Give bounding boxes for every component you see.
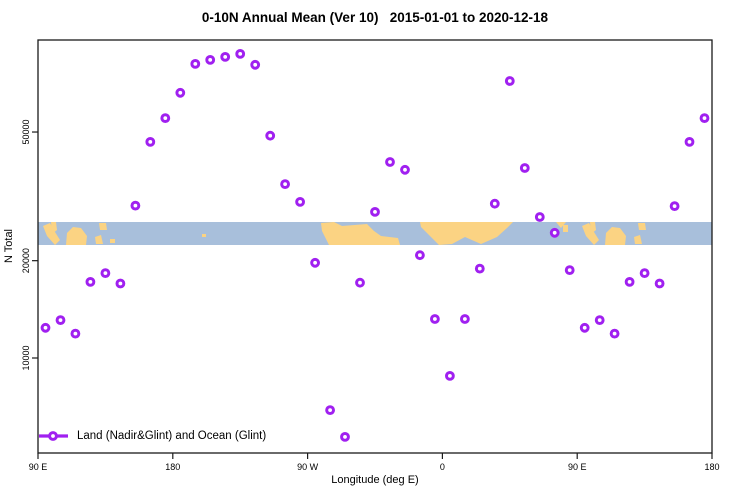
data-point (130, 200, 141, 211)
data-point (250, 59, 261, 70)
map-band-land-malay-peninsula (51, 222, 57, 234)
data-point (280, 179, 291, 190)
data-point (175, 87, 186, 98)
data-point (70, 328, 81, 339)
map-band-land-moluccas-speck (110, 239, 115, 243)
map-band-land-africa (420, 222, 513, 245)
map-band-land-malay-repeat (590, 222, 596, 234)
data-point (340, 432, 350, 442)
map-band-land-india-tip (556, 222, 566, 228)
data-point (85, 277, 96, 287)
data-point (684, 137, 695, 147)
map-band-land-borneo (66, 227, 87, 245)
plot-border (37, 39, 713, 454)
y-tick-label: 20000 (21, 248, 31, 273)
x-tick-label: 180 (704, 462, 719, 472)
data-point (325, 405, 336, 416)
data-point (310, 257, 321, 268)
map-band-land-sumatra (43, 223, 60, 245)
x-tick-label: 90 W (297, 462, 319, 472)
data-point (489, 198, 500, 209)
data-point (519, 163, 530, 173)
x-tick-label: 0 (440, 462, 445, 472)
data-point (460, 314, 470, 324)
y-tick-label: 50000 (21, 120, 31, 145)
data-point (579, 322, 590, 333)
data-point (699, 113, 710, 123)
data-point (639, 268, 650, 279)
map-band-land-sumatra-repeat (582, 223, 599, 245)
data-point (669, 201, 680, 212)
data-point (190, 59, 201, 69)
data-point (385, 157, 395, 167)
data-point (430, 314, 440, 324)
map-band-land-kiritimati (202, 234, 206, 237)
data-point (504, 76, 515, 86)
data-point (400, 164, 410, 175)
legend-label: Land (Nadir&Glint) and Ocean (Glint) (77, 430, 267, 442)
x-tick-label: 90 E (29, 462, 48, 472)
data-point (549, 227, 560, 238)
map-band-land-sulawesi (95, 235, 103, 244)
data-point (609, 328, 620, 339)
data-point (370, 207, 380, 217)
x-tick-label: 180 (165, 462, 180, 472)
map-band-land-borneo-repeat (605, 227, 626, 245)
map-band-land-mindanao-repeat (638, 223, 646, 230)
map-band-land-mindanao (99, 223, 107, 230)
map-band-land-sulawesi-repeat (634, 235, 642, 244)
data-point (445, 371, 455, 381)
data-point (295, 197, 306, 207)
data-point (160, 113, 171, 123)
data-point (534, 212, 545, 222)
data-point (355, 277, 365, 288)
data-point (40, 322, 51, 333)
data-point (100, 268, 111, 279)
data-point (265, 130, 276, 141)
data-point (624, 277, 635, 287)
data-point (115, 278, 126, 289)
x-axis-title: Longitude (deg E) (331, 474, 419, 486)
data-point (654, 278, 665, 289)
data-point (594, 315, 605, 326)
map-band-land-sri-lanka (563, 225, 568, 232)
map-band-land-south-america (321, 222, 400, 245)
y-tick-label: 10000 (21, 345, 31, 370)
data-point (220, 52, 231, 62)
data-point (474, 263, 485, 274)
data-point (205, 55, 216, 65)
chart-title: 0-10N Annual Mean (Ver 10) 2015-01-01 to… (201, 10, 549, 25)
legend-marker (48, 431, 58, 441)
data-point (415, 250, 425, 261)
data-point (55, 315, 66, 326)
data-point (564, 265, 575, 276)
x-tick-label: 90 E (568, 462, 587, 472)
data-point (145, 137, 156, 147)
data-point (235, 49, 246, 59)
